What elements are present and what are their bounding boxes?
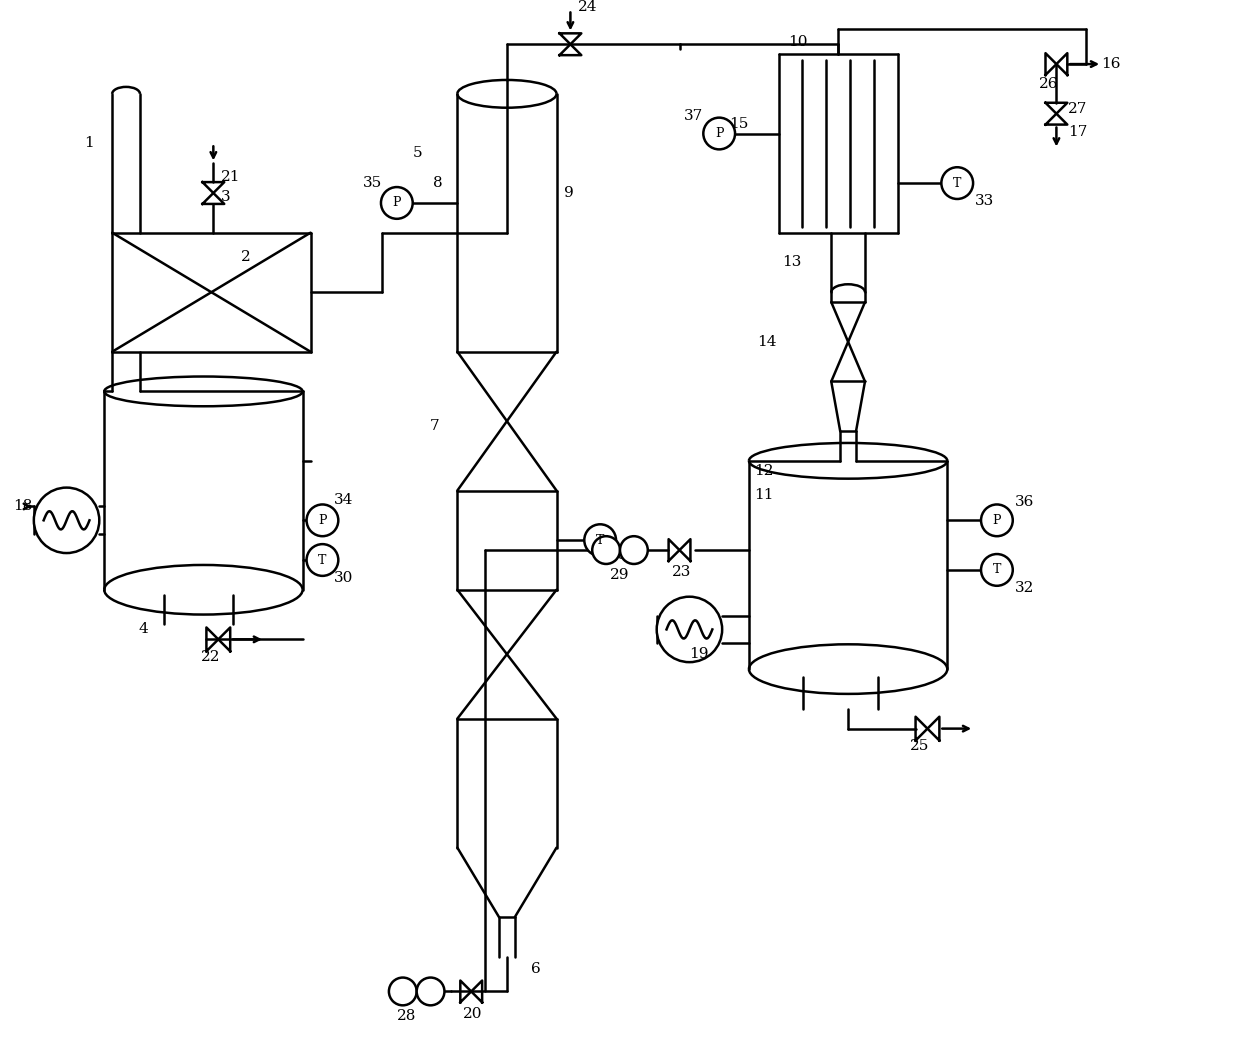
Circle shape (381, 187, 413, 219)
Circle shape (703, 117, 735, 150)
Text: 16: 16 (1101, 58, 1121, 71)
Circle shape (306, 544, 339, 576)
Text: 32: 32 (1014, 581, 1034, 595)
Circle shape (593, 537, 620, 564)
Circle shape (620, 537, 647, 564)
Text: 13: 13 (782, 255, 801, 270)
Text: 33: 33 (975, 194, 994, 208)
Text: 34: 34 (335, 494, 353, 507)
Text: 7: 7 (430, 419, 439, 433)
Circle shape (657, 596, 722, 662)
Text: 3: 3 (221, 190, 231, 204)
Text: 10: 10 (789, 36, 808, 49)
Circle shape (389, 978, 417, 1005)
Text: 17: 17 (1069, 124, 1087, 138)
Text: 37: 37 (684, 109, 703, 122)
Text: 12: 12 (754, 463, 774, 478)
Text: 35: 35 (363, 176, 382, 190)
Text: T: T (319, 553, 326, 567)
Circle shape (981, 554, 1013, 586)
Text: 29: 29 (610, 568, 630, 582)
Text: 19: 19 (689, 647, 709, 661)
Text: 27: 27 (1069, 101, 1087, 116)
Circle shape (417, 978, 444, 1005)
Text: 8: 8 (433, 176, 443, 190)
Text: 24: 24 (578, 0, 598, 14)
Circle shape (981, 504, 1013, 537)
Text: 9: 9 (564, 186, 574, 200)
Text: 11: 11 (754, 487, 774, 501)
Text: 20: 20 (464, 1007, 482, 1021)
Text: 26: 26 (1039, 77, 1058, 91)
Text: 23: 23 (672, 565, 691, 578)
Text: 25: 25 (910, 740, 929, 753)
Text: 2: 2 (241, 250, 250, 265)
Text: P: P (715, 127, 723, 140)
Text: 31: 31 (618, 548, 637, 562)
Text: P: P (993, 514, 1001, 527)
Text: T: T (993, 564, 1001, 576)
Text: T: T (596, 533, 604, 547)
Circle shape (584, 524, 616, 556)
Text: 30: 30 (335, 571, 353, 585)
Text: P: P (319, 514, 326, 527)
Text: 36: 36 (1014, 496, 1034, 509)
Text: T: T (954, 177, 961, 189)
Text: 4: 4 (139, 622, 149, 636)
Circle shape (306, 504, 339, 537)
Circle shape (941, 167, 973, 199)
Text: 18: 18 (12, 499, 32, 514)
Text: 14: 14 (758, 335, 776, 348)
Text: 21: 21 (221, 170, 241, 184)
Text: 5: 5 (413, 146, 423, 160)
Text: P: P (393, 197, 401, 209)
Text: 28: 28 (397, 1009, 417, 1023)
Text: 22: 22 (201, 651, 221, 664)
Circle shape (33, 487, 99, 553)
Text: 1: 1 (84, 136, 94, 151)
Text: 15: 15 (729, 116, 749, 131)
Text: 6: 6 (531, 961, 541, 976)
